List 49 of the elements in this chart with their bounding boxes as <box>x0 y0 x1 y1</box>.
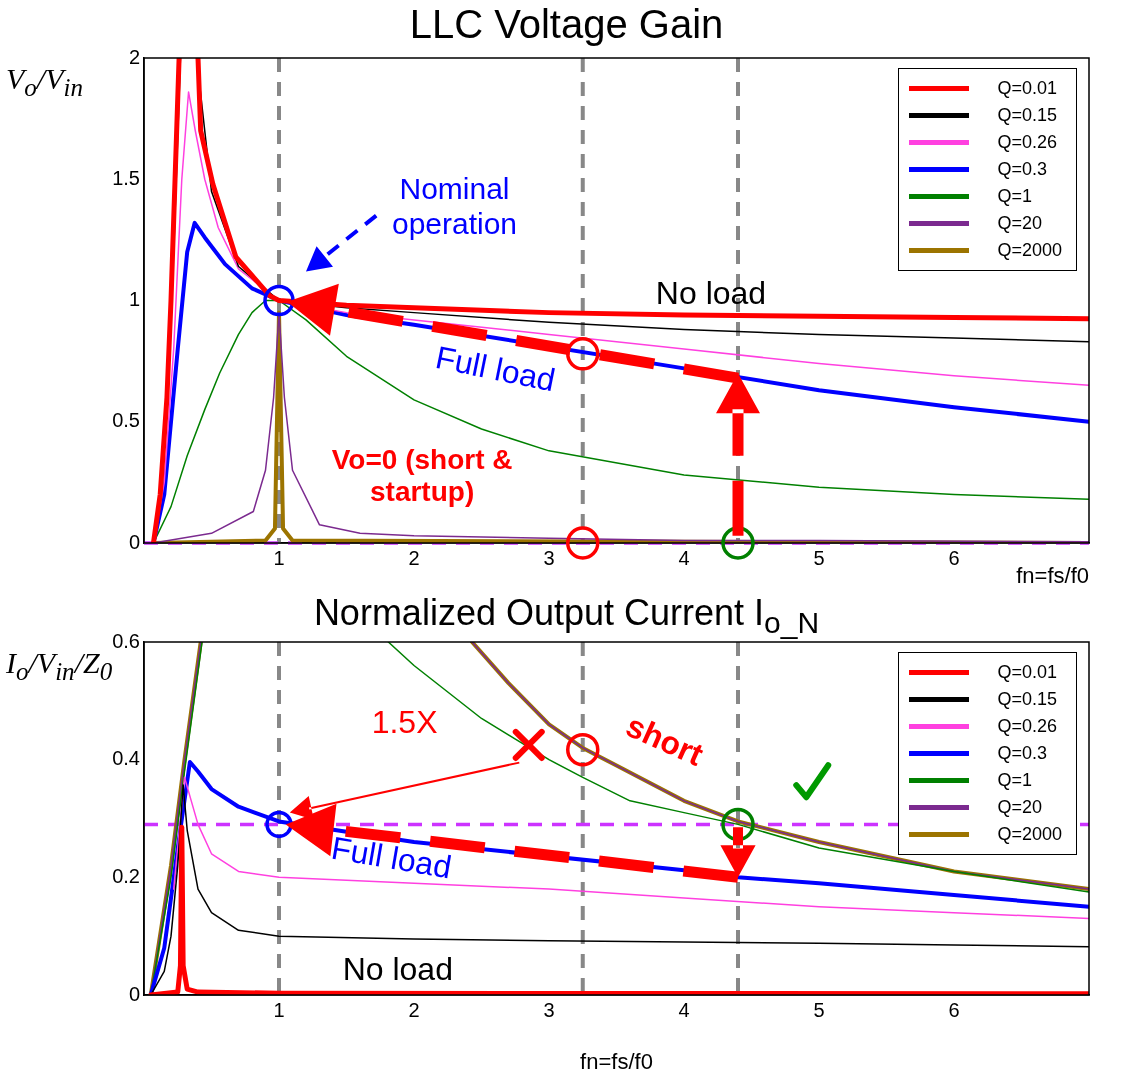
annotation: short <box>620 707 709 773</box>
x-axis-title: fn=fs/f0 <box>580 1048 653 1074</box>
y-tick-label: 1.5 <box>112 166 140 189</box>
x-tick-label: 2 <box>408 546 420 569</box>
x-tick-label: 5 <box>813 998 825 1021</box>
legend-label: Q=0.26 <box>997 716 1057 737</box>
legend-label: Q=20 <box>997 213 1042 234</box>
y-axis-title: V$_{o}$/V$_{in}$ <box>6 62 83 102</box>
legend-label: Q=0.26 <box>997 132 1057 153</box>
annotation: 1.5X <box>371 704 438 741</box>
annotation: No load <box>342 951 453 988</box>
chart-title: Normalized Output Current I$_{o_N}$ <box>313 592 820 640</box>
annotation: Full load <box>328 829 455 886</box>
y-tick-label: 0.4 <box>112 747 140 770</box>
y-tick-label: 1 <box>128 288 140 311</box>
x-tick-label: 4 <box>678 998 690 1021</box>
x-tick-label: 4 <box>678 546 690 569</box>
annotation: No load <box>655 275 767 312</box>
legend-label: Q=0.3 <box>997 743 1047 764</box>
annotation: Nominal operation <box>391 172 518 240</box>
legend-label: Q=1 <box>997 186 1032 207</box>
chart-title: LLC Voltage Gain <box>408 2 725 47</box>
legend-label: Q=20 <box>997 797 1042 818</box>
y-tick-label: 0 <box>128 530 140 553</box>
x-tick-label: 6 <box>948 998 960 1021</box>
annotation: Vo=0 (short & startup) <box>331 444 513 508</box>
legend-label: Q=0.3 <box>997 159 1047 180</box>
x-tick-label: 3 <box>543 546 555 569</box>
x-tick-label: 5 <box>813 546 825 569</box>
x-tick-label: 2 <box>408 998 420 1021</box>
legend-label: Q=1 <box>997 770 1032 791</box>
y-tick-label: 0.6 <box>112 629 140 652</box>
x-tick-label: 3 <box>543 998 555 1021</box>
legend-label: Q=0.15 <box>997 689 1057 710</box>
annotation: Full load <box>432 339 559 399</box>
legend-label: Q=0.01 <box>997 662 1057 683</box>
legend-label: Q=2000 <box>997 824 1062 845</box>
x-tick-label: 6 <box>948 546 960 569</box>
y-tick-label: 0 <box>128 982 140 1005</box>
legend-label: Q=2000 <box>997 240 1062 261</box>
y-tick-label: 0.2 <box>112 864 140 887</box>
y-axis-title: I$_{o}$/V$_{in}$/Z$_{0}$ <box>6 646 113 686</box>
y-tick-label: 0.5 <box>112 409 140 432</box>
x-tick-label: 1 <box>273 998 285 1021</box>
legend-label: Q=0.15 <box>997 105 1057 126</box>
x-axis-title: fn=fs/f0 <box>1016 562 1089 588</box>
y-tick-label: 2 <box>128 45 140 68</box>
legend-label: Q=0.01 <box>997 78 1057 99</box>
x-tick-label: 1 <box>273 546 285 569</box>
